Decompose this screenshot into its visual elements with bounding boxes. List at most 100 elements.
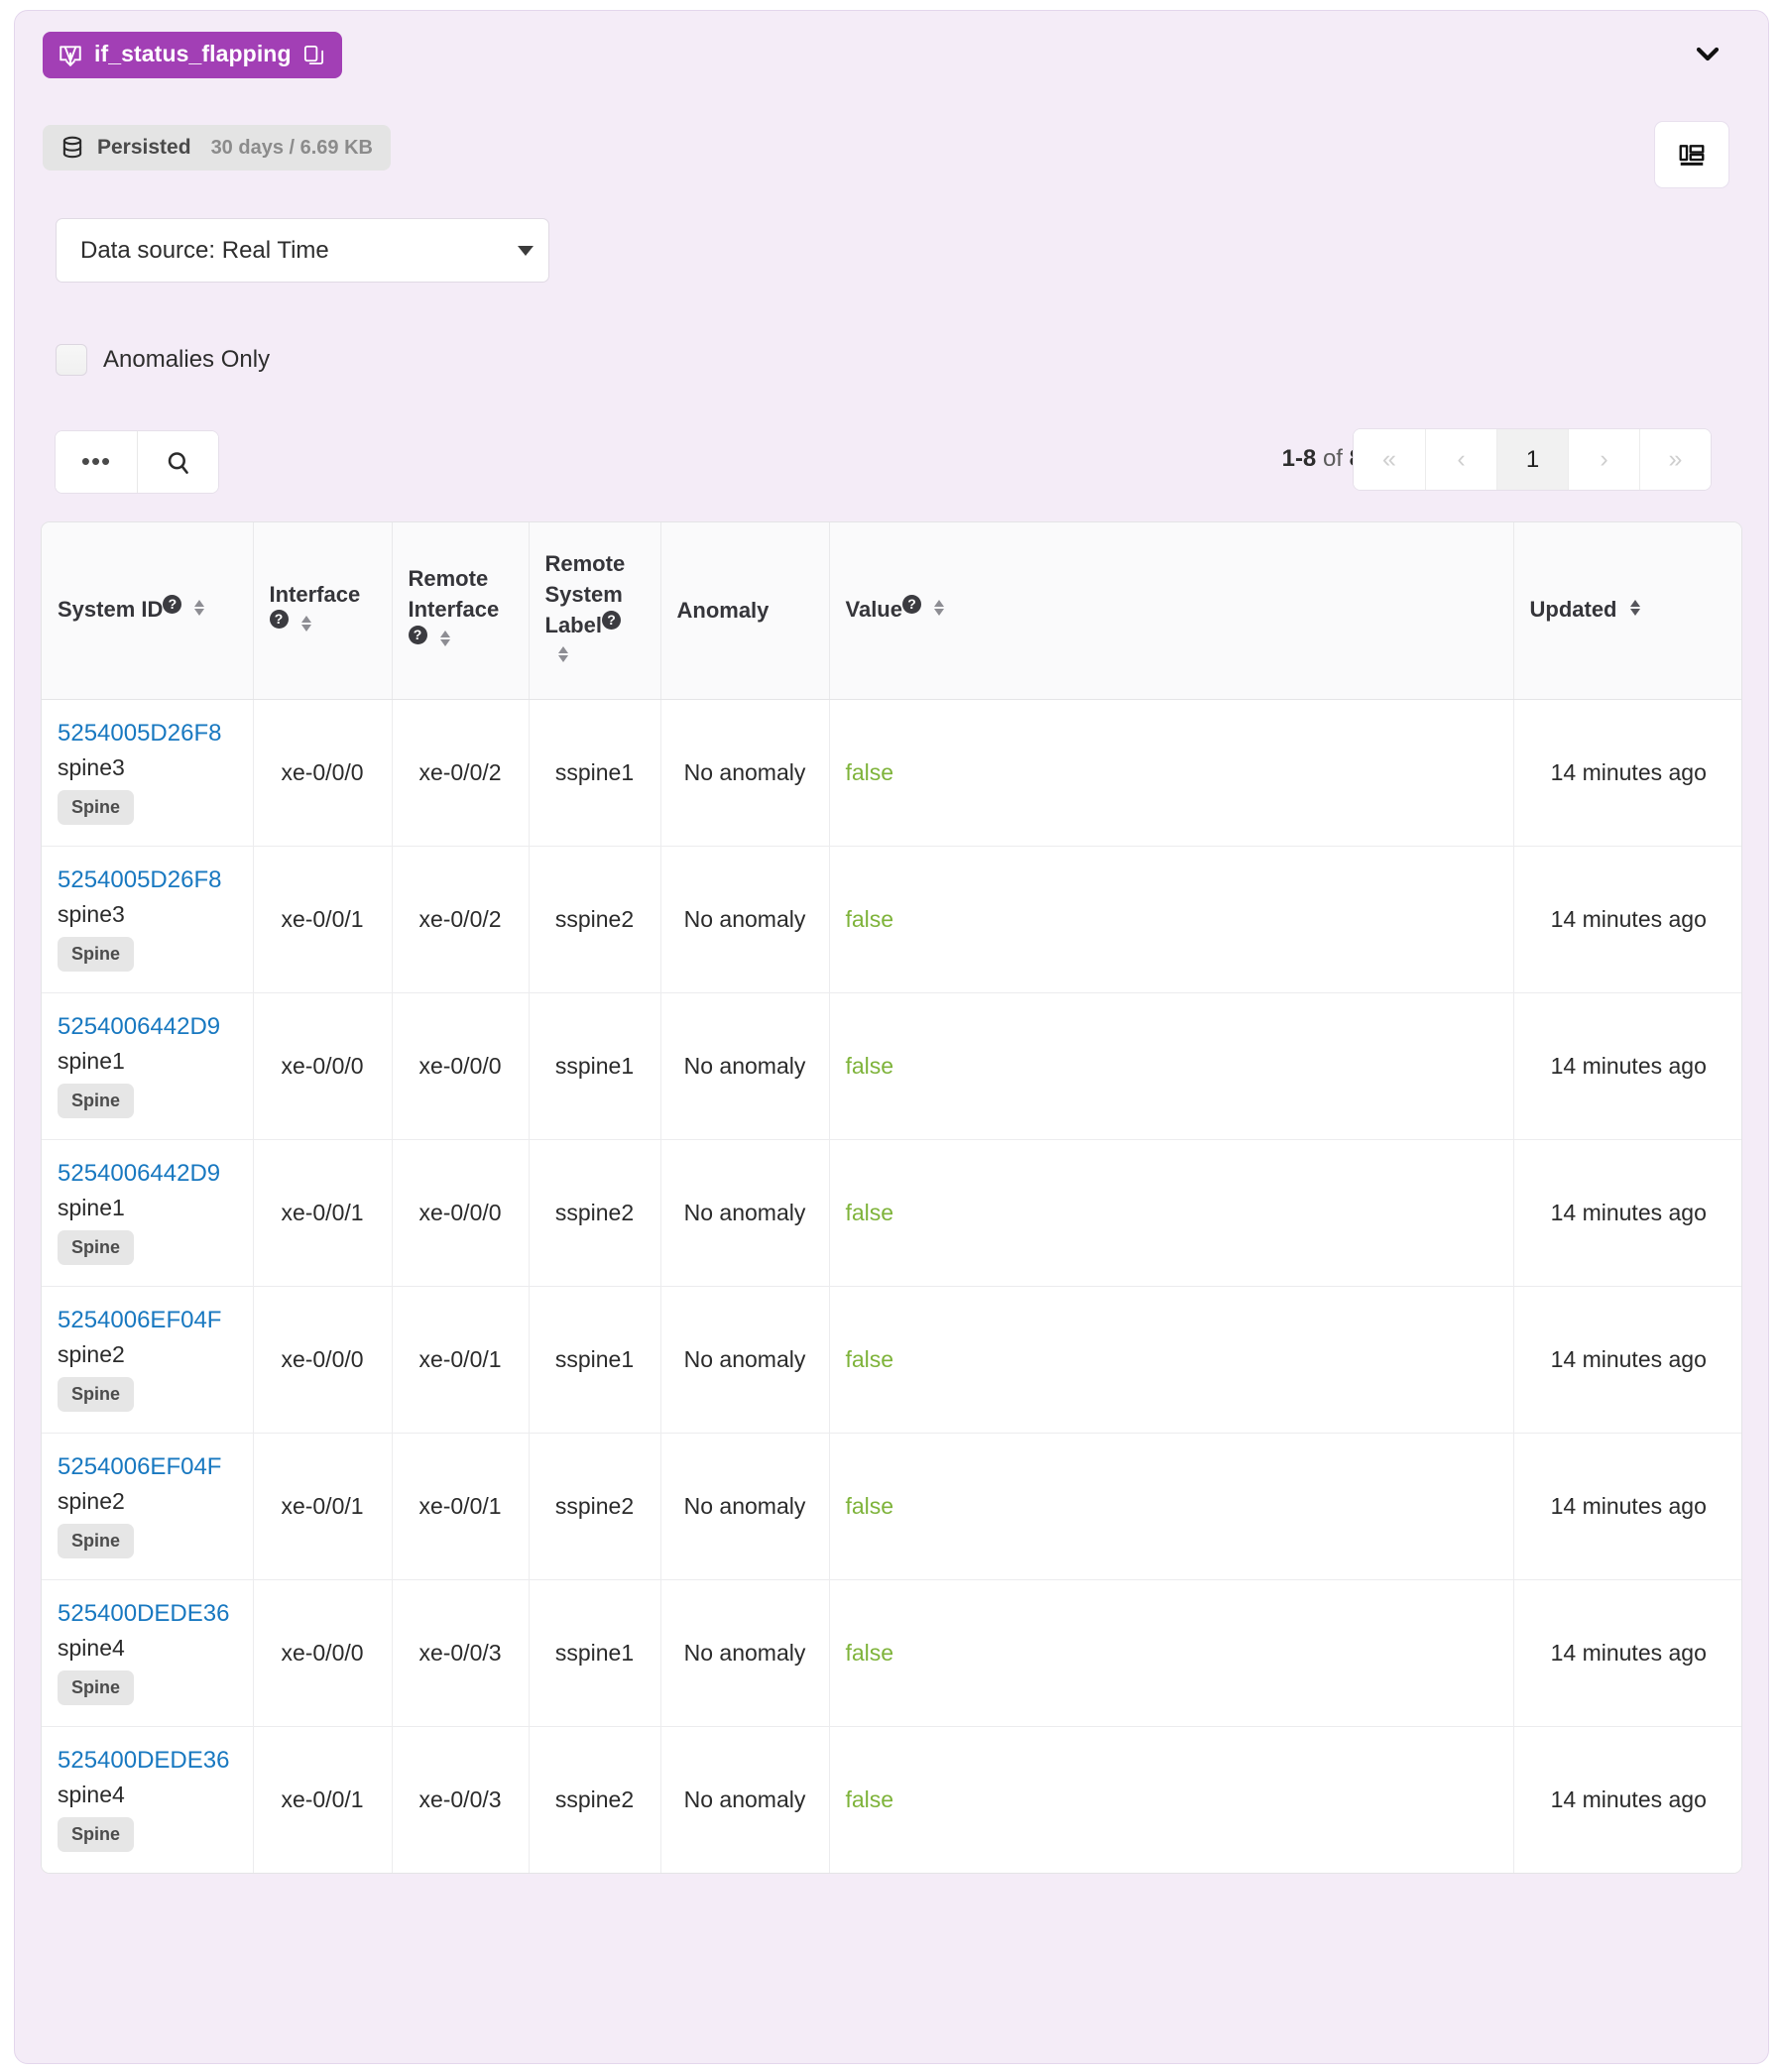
cell-remote-interface: xe-0/0/3 [392,1579,530,1727]
database-stack-icon [59,135,85,161]
page-last-button[interactable]: » [1639,429,1711,490]
sort-icon[interactable] [297,611,315,642]
anomalies-only-checkbox[interactable]: Anomalies Only [56,344,270,376]
cell-anomaly: No anomaly [660,1286,830,1434]
search-button[interactable] [137,431,218,493]
copy-icon[interactable] [302,44,325,66]
system-name: spine4 [58,1782,125,1808]
cell-system-id: 5254005D26F8 spine3 Spine [42,846,254,993]
cell-value: false [829,846,1514,993]
column-header-value[interactable]: Value? [829,522,1514,700]
cell-updated: 14 minutes ago [1513,1286,1741,1434]
cell-interface: xe-0/0/1 [253,1433,393,1580]
caret-down-icon [503,245,548,256]
role-badge: Spine [58,790,135,825]
system-name: spine2 [58,1341,125,1367]
cell-value: false [829,1579,1514,1727]
system-id-link[interactable]: 525400DEDE36 [58,1747,230,1775]
cell-system-id: 5254006442D9 spine1 Spine [42,1139,254,1287]
help-icon[interactable]: ? [163,594,182,614]
page-number-1[interactable]: 1 [1496,429,1568,490]
page-first-button[interactable]: « [1354,429,1425,490]
cell-updated: 14 minutes ago [1513,992,1741,1140]
panel-layout-button[interactable] [1654,121,1729,188]
probe-title-text: if_status_flapping [94,41,292,66]
pagination-summary: 1-8 of 8 [1282,445,1363,473]
cell-system-id: 5254006EF04F spine2 Spine [42,1433,254,1580]
sort-icon[interactable] [190,595,208,627]
pagination-range: 1-8 [1281,445,1317,472]
panel-header: if_status_flapping [15,11,1768,90]
role-badge: Spine [58,1670,135,1705]
cell-remote-system-label: sspine2 [529,1433,661,1580]
column-header-remote-system-label[interactable]: Remote System Label? [529,522,661,700]
collect-into-box-icon [58,43,83,68]
column-header-interface[interactable]: Interface? [253,522,393,700]
sort-icon[interactable] [554,641,572,673]
cell-remote-interface: xe-0/0/1 [392,1286,530,1434]
system-id-link[interactable]: 5254006EF04F [58,1307,222,1333]
cell-system-id: 5254006442D9 spine1 Spine [42,992,254,1140]
pagination-controls: « ‹ 1 › » [1353,428,1712,491]
value-text: false [845,1052,894,1079]
column-header-updated[interactable]: Updated [1513,522,1741,700]
help-icon[interactable]: ? [601,611,621,631]
system-id-link[interactable]: 5254006442D9 [58,1013,221,1040]
sort-icon[interactable] [930,595,948,627]
column-label: Remote System Label [544,550,626,638]
telemetry-table-wrapper: System ID? Interface? Remote Interface? … [41,521,1742,1874]
cell-remote-interface: xe-0/0/3 [392,1726,530,1873]
system-name: spine4 [58,1635,125,1661]
cell-remote-interface: xe-0/0/1 [392,1433,530,1580]
system-id-link[interactable]: 5254005D26F8 [58,720,222,747]
cell-updated: 14 minutes ago [1513,1579,1741,1727]
cell-system-id: 5254006EF04F spine2 Spine [42,1286,254,1434]
system-id-link[interactable]: 525400DEDE36 [58,1600,230,1627]
persisted-label: Persisted [97,136,191,159]
persisted-badge: Persisted 30 days / 6.69 KB [43,125,391,171]
cell-anomaly: No anomaly [660,699,830,847]
probe-title-chip[interactable]: if_status_flapping [43,32,342,78]
column-header-system-id[interactable]: System ID? [42,522,254,700]
role-badge: Spine [58,937,135,972]
checkbox-box[interactable] [56,344,87,376]
cell-system-id: 5254005D26F8 spine3 Spine [42,699,254,847]
more-options-button[interactable]: ••• [56,431,137,493]
cell-anomaly: No anomaly [660,1139,830,1287]
role-badge: Spine [58,1817,135,1853]
value-text: false [845,1785,894,1812]
cell-system-id: 525400DEDE36 spine4 Spine [42,1726,254,1873]
data-source-select[interactable]: Data source: Real Time [56,218,549,283]
cell-updated: 14 minutes ago [1513,1139,1741,1287]
table-row: 5254006442D9 spine1 Spine xe-0/0/0 xe-0/0/0 s… [42,992,1741,1140]
table-row: 525400DEDE36 spine4 Spine xe-0/0/1 xe-0/0/3 s… [42,1726,1741,1873]
system-id-link[interactable]: 5254005D26F8 [58,866,222,893]
cell-interface: xe-0/0/1 [253,1726,393,1873]
cell-interface: xe-0/0/1 [253,846,393,993]
table-toolbar: ••• [55,430,219,494]
sort-icon[interactable] [436,626,454,657]
cell-remote-system-label: sspine2 [529,1139,661,1287]
cell-updated: 14 minutes ago [1513,1433,1741,1580]
cell-remote-interface: xe-0/0/2 [392,846,530,993]
ellipsis-icon: ••• [80,446,112,477]
help-icon[interactable]: ? [408,625,427,644]
cell-remote-system-label: sspine1 [529,992,661,1140]
collapse-chevron-down-icon[interactable] [1693,41,1723,66]
help-icon[interactable]: ? [901,594,921,614]
column-header-remote-interface[interactable]: Remote Interface? [392,522,530,700]
cell-remote-system-label: sspine2 [529,1726,661,1873]
table-row: 5254006EF04F spine2 Spine xe-0/0/0 xe-0/0/1 s… [42,1286,1741,1434]
value-text: false [845,1639,894,1666]
value-text: false [845,1199,894,1225]
system-id-link[interactable]: 5254006EF04F [58,1453,222,1480]
system-id-link[interactable]: 5254006442D9 [58,1160,221,1187]
help-icon[interactable]: ? [269,610,289,630]
column-label: System ID [58,597,164,623]
cell-anomaly: No anomaly [660,992,830,1140]
page-next-button[interactable]: › [1568,429,1639,490]
system-name: spine3 [58,901,125,927]
cell-anomaly: No anomaly [660,1726,830,1873]
sort-icon[interactable] [1626,595,1644,627]
page-prev-button[interactable]: ‹ [1425,429,1496,490]
